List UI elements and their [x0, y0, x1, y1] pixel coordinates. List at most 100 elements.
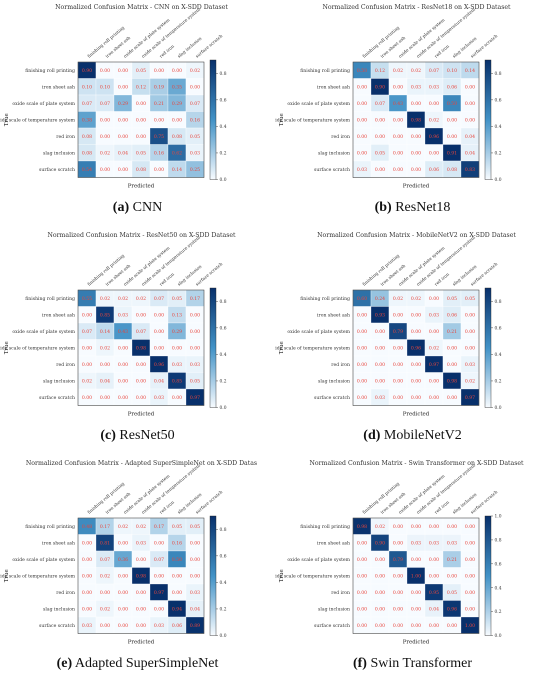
y-tick-label: slag inclusion — [318, 606, 350, 612]
cell-value-label: 0.02 — [411, 296, 421, 302]
cell-value-label: 0.00 — [118, 606, 128, 612]
cell-value-label: 0.90 — [375, 540, 385, 546]
cell-value-label: 0.00 — [100, 362, 110, 368]
cell-value-label: 0.60 — [357, 296, 367, 302]
cell-value-label: 0.00 — [375, 345, 385, 351]
cell-value-label: 0.98 — [447, 378, 457, 384]
cell-value-label: 0.89 — [190, 623, 200, 629]
cell-value-label: 0.05 — [190, 378, 200, 384]
cell-value-label: 0.00 — [357, 101, 367, 107]
cell-value-label: 0.00 — [82, 606, 92, 612]
cell-value-label: 0.07 — [100, 101, 110, 107]
cell-value-label: 0.00 — [393, 167, 403, 173]
y-axis-label: True — [279, 569, 285, 582]
cell-value-label: 0.00 — [357, 345, 367, 351]
colorbar-tick-label: 0.8 — [220, 528, 227, 533]
cell-value-label: 0.00 — [357, 117, 367, 123]
cell-value-label: 0.00 — [154, 540, 164, 546]
cell-value-label: 0.03 — [429, 312, 439, 318]
cell-value-label: 0.96 — [447, 606, 457, 612]
cell-value-label: 0.97 — [154, 590, 164, 596]
cell-value-label: 0.04 — [118, 150, 128, 156]
cell-value-label: 0.79 — [393, 557, 403, 563]
cell-value-label: 0.83 — [465, 167, 475, 173]
cell-value-label: 0.00 — [118, 84, 128, 90]
colorbar-tick-label: 0.0 — [220, 634, 227, 639]
cell-value-label: 0.04 — [100, 378, 110, 384]
cell-value-label: 0.97 — [465, 395, 475, 401]
cell-value-label: 0.03 — [190, 362, 200, 368]
cell-value-label: 0.04 — [465, 150, 475, 156]
cell-value-label: 0.85 — [100, 312, 110, 318]
x-tick-label: red iron — [434, 272, 451, 287]
cell-value-label: 0.06 — [172, 623, 182, 629]
cell-value-label: 0.03 — [118, 312, 128, 318]
cell-value-label: 0.06 — [447, 84, 457, 90]
cell-value-label: 0.00 — [172, 590, 182, 596]
y-axis-label: True — [279, 113, 285, 126]
y-axis-label: True — [4, 341, 10, 354]
chart-title: Normalized Confusion Matrix - Swin Trans… — [309, 460, 524, 467]
cell-value-label: 0.07 — [82, 101, 92, 107]
cell-value-label: 0.07 — [154, 296, 164, 302]
chart-title: Normalized Confusion Matrix - MobileNetV… — [317, 232, 516, 239]
cell-value-label: 0.00 — [154, 117, 164, 123]
cell-value-label: 0.16 — [190, 117, 200, 123]
cell-value-label: 0.00 — [82, 540, 92, 546]
colorbar — [484, 59, 492, 180]
cell-value-label: 0.05 — [172, 296, 182, 302]
cell-value-label: 0.00 — [465, 84, 475, 90]
cell-value-label: 0.54 — [82, 167, 92, 173]
cell-value-label: 0.00 — [411, 150, 421, 156]
y-tick-label: red iron — [56, 362, 75, 368]
colorbar-tick-label: 0.6 — [220, 554, 227, 559]
y-tick-label: iron sheet ash — [317, 84, 350, 90]
colorbar-tick-label: 0.8 — [220, 300, 227, 305]
cell-value-label: 0.00 — [411, 590, 421, 596]
confusion-matrix-svg: Normalized Confusion Matrix - CNN on X-S… — [0, 4, 228, 190]
confusion-matrix-svg: Normalized Confusion Matrix - ResNet18 o… — [275, 4, 511, 190]
cell-value-label: 0.07 — [82, 329, 92, 335]
cell-value-label: 0.00 — [154, 329, 164, 335]
cell-value-label: 0.00 — [411, 134, 421, 140]
y-tick-label: oxide scale of plate system — [12, 329, 75, 335]
cell-value-label: 0.02 — [190, 68, 200, 74]
matrix-frame — [77, 289, 205, 406]
cell-value-label: 0.00 — [100, 395, 110, 401]
cell-value-label: 0.00 — [190, 312, 200, 318]
cell-value-label: 0.02 — [82, 378, 92, 384]
y-tick-label: red iron — [56, 134, 75, 140]
cell-value-label: 0.10 — [82, 84, 92, 90]
cell-value-label: 0.03 — [154, 623, 164, 629]
cell-value-label: 0.00 — [136, 395, 146, 401]
cell-value-label: 0.02 — [429, 117, 439, 123]
cell-value-label: 0.00 — [357, 362, 367, 368]
y-tick-label: red iron — [331, 134, 350, 140]
cell-value-label: 0.00 — [136, 606, 146, 612]
colorbar-tick-label: 0.0 — [220, 178, 227, 183]
cell-value-label: 0.13 — [172, 312, 182, 318]
cell-value-label: 0.14 — [100, 329, 110, 335]
confusion-matrix-panel: Normalized Confusion Matrix - ResNet18 o… — [275, 0, 550, 228]
cell-value-label: 0.00 — [190, 557, 200, 563]
cell-value-label: 0.03 — [82, 623, 92, 629]
cell-value-label: 0.06 — [429, 167, 439, 173]
cell-value-label: 0.17 — [154, 524, 164, 530]
cell-value-label: 0.06 — [447, 312, 457, 318]
y-tick-label: slag inclusion — [318, 378, 350, 384]
cell-value-label: 0.02 — [100, 150, 110, 156]
cell-value-label: 0.00 — [465, 101, 475, 107]
cell-value-label: 0.00 — [375, 573, 385, 579]
x-axis-label: Predicted — [128, 184, 155, 190]
cell-value-label: 0.00 — [429, 101, 439, 107]
cell-value-label: 0.00 — [429, 524, 439, 530]
cell-value-label: 0.03 — [357, 167, 367, 173]
cell-value-label: 0.02 — [118, 524, 128, 530]
cell-value-label: 0.00 — [429, 395, 439, 401]
y-tick-label: iron sheet ash — [317, 540, 350, 546]
cell-value-label: 0.96 — [429, 134, 439, 140]
cell-value-label: 0.91 — [447, 150, 457, 156]
cell-value-label: 0.00 — [447, 395, 457, 401]
cell-value-label: 0.00 — [411, 395, 421, 401]
